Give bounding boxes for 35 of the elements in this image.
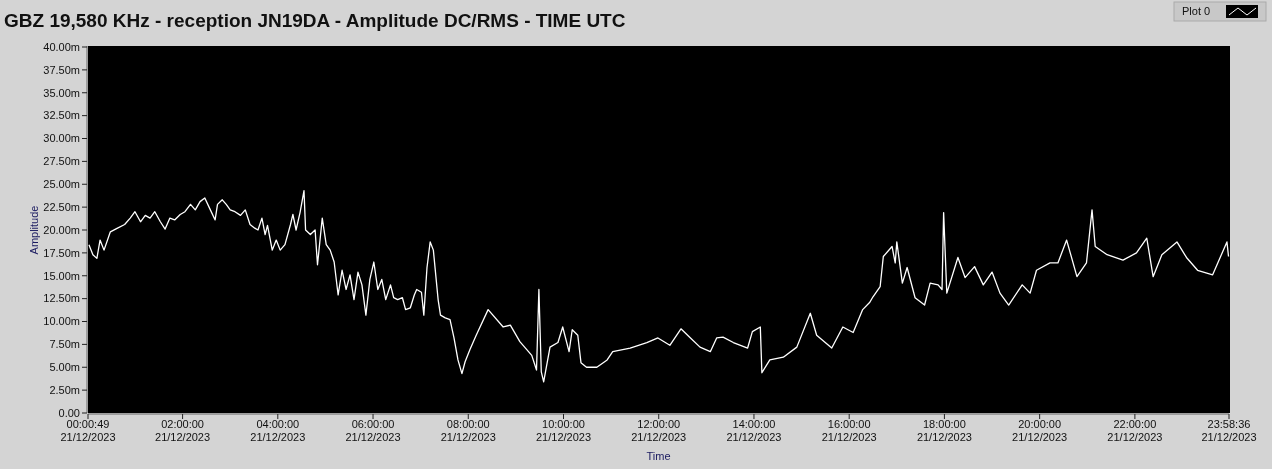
line-series <box>88 190 1230 383</box>
y-tick-label: 12.50m <box>43 292 80 305</box>
y-tick-label: 22.50m <box>43 200 80 213</box>
y-tick-label: 25.00m <box>43 178 80 191</box>
y-tick-label: 32.50m <box>43 109 80 122</box>
y-tick-label: 15.00m <box>43 269 80 282</box>
y-tick-label: 35.00m <box>43 86 80 99</box>
x-tick-label: 18:00:00 21/12/2023 <box>916 418 972 443</box>
y-tick-label: 37.50m <box>43 63 80 76</box>
y-tick-label: 2.50m <box>49 383 80 396</box>
x-tick-label: 12:00:00 21/12/2023 <box>631 418 687 443</box>
x-axis-title: Time <box>646 450 671 462</box>
y-tick-label: 20.00m <box>43 223 80 236</box>
y-axis-title: Amplitude <box>28 205 40 255</box>
x-tick-label: 22:00:00 21/12/2023 <box>1107 418 1163 443</box>
x-tick-label: 14:00:00 21/12/2023 <box>726 418 782 443</box>
y-tick-label: 40.00m <box>43 40 80 53</box>
chart-title: GBZ 19,580 KHz - reception JN19DA - Amplitude DC/RMS - TIME UTC <box>4 10 626 31</box>
y-tick-label: 17.50m <box>43 246 80 259</box>
y-tick-label: 0.00 <box>58 406 80 419</box>
y-tick-label: 30.00m <box>43 132 80 145</box>
x-tick-label: 02:00:00 21/12/2023 <box>155 418 211 443</box>
x-tick-label: 20:00:00 21/12/2023 <box>1012 418 1068 443</box>
x-tick-label: 16:00:00 21/12/2023 <box>821 418 877 443</box>
y-tick-label: 10.00m <box>43 315 80 328</box>
y-tick-label: 5.00m <box>49 361 80 374</box>
x-tick-label: 08:00:00 21/12/2023 <box>440 418 496 443</box>
x-tick-label: 00:00:49 21/12/2023 <box>60 418 116 443</box>
y-tick-label: 27.50m <box>43 155 80 168</box>
y-tick-label: 7.50m <box>49 338 80 351</box>
x-tick-label: 10:00:00 21/12/2023 <box>535 418 592 443</box>
x-tick-label: 06:00:00 21/12/2023 <box>345 418 401 443</box>
legend-label: Plot 0 <box>1182 5 1211 17</box>
x-tick-label: 04:00:00 21/12/2023 <box>250 418 306 443</box>
x-tick-label: 23:58:36 21/12/2023 <box>1201 418 1257 443</box>
